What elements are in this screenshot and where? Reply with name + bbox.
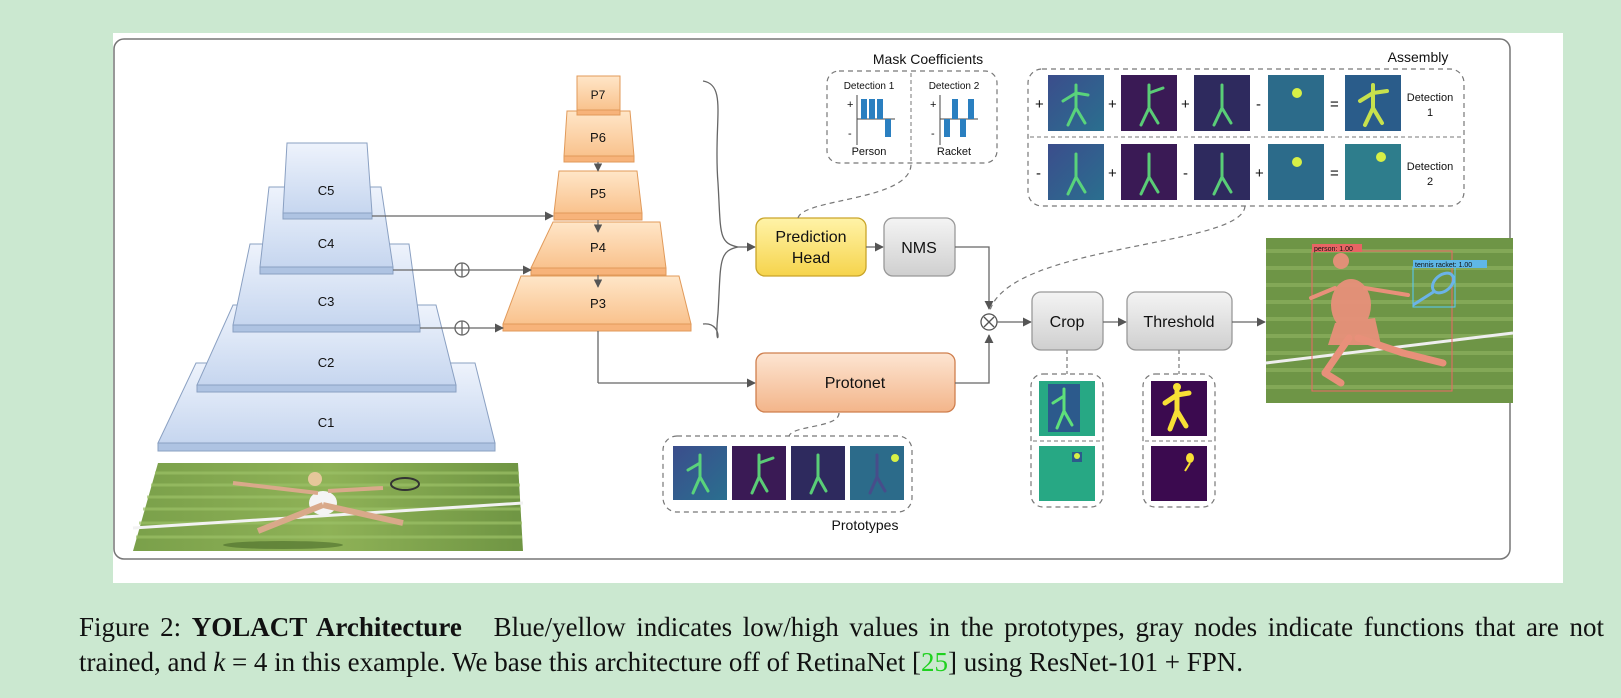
assembly-r2-sign-0: - — [1036, 165, 1041, 182]
assembly-r1-sign-0: + — [1035, 96, 1044, 113]
prototypes-connector — [788, 412, 840, 437]
protonet-label: Protonet — [825, 375, 886, 392]
fpn-p5 — [553, 170, 643, 221]
assembly-r2-sign-3: + — [1255, 165, 1264, 182]
label-p5: P5 — [590, 186, 606, 201]
label-p6: P6 — [590, 130, 606, 145]
architecture-diagram: C1 C2 C3 C4 C5 P3 P4 P5 P6 P7 — [113, 38, 1514, 560]
crop-node: Crop — [1031, 291, 1104, 351]
assembly-title: Assembly — [1388, 49, 1449, 65]
assembly-row2-tiles — [1048, 144, 1401, 200]
assembly-detection1-line2: 1 — [1427, 107, 1433, 119]
output-label-person: person: 1.00 — [1314, 246, 1353, 253]
mc-class-racket: Racket — [937, 146, 971, 158]
threshold-label: Threshold — [1143, 314, 1214, 331]
label-p7: P7 — [591, 88, 606, 102]
assembly: Assembly + + + — [1027, 49, 1465, 207]
assembly-r1-sign-4: = — [1330, 96, 1339, 113]
fpn-p3 — [502, 275, 692, 332]
caption-line2c: ] using ResNet-101 + FPN. — [948, 647, 1244, 677]
mask-coefficients: Mask Coefficients Detection 1 Detection … — [826, 51, 998, 164]
caption-citation-link[interactable]: 25 — [921, 647, 949, 677]
multiply-node — [980, 313, 998, 331]
assembly-connector — [988, 205, 1246, 315]
architecture-figure: C1 C2 C3 C4 C5 P3 P4 P5 P6 P7 — [113, 33, 1563, 583]
caption-k: k — [213, 647, 226, 677]
figure-caption: Figure 2: YOLACT Architecture Blue/yello… — [79, 610, 1604, 680]
assembly-r2-sign-4: = — [1330, 165, 1339, 182]
assembly-r2-sign-1: + — [1108, 165, 1117, 182]
mc-connector — [797, 162, 912, 219]
output-image: person: 1.00 tennis racket: 1.00 — [1265, 238, 1514, 403]
threshold-masks — [1142, 350, 1216, 508]
mc-class-person: Person — [852, 146, 887, 158]
label-c5: C5 — [318, 183, 335, 198]
assembly-r1-sign-3: - — [1256, 96, 1261, 113]
prediction-head-label-2: Head — [792, 250, 830, 267]
nms-node: NMS — [883, 217, 956, 277]
caption-line1: Blue/yellow indicates low/high values in… — [493, 612, 1465, 642]
mask-coefficients-title: Mask Coefficients — [873, 51, 983, 67]
prediction-head-label-1: Prediction — [775, 229, 846, 246]
crop-masks — [1030, 350, 1104, 508]
crop-label: Crop — [1050, 314, 1085, 331]
caption-title: YOLACT Architecture — [191, 612, 462, 642]
label-c4: C4 — [318, 236, 335, 251]
assembly-detection2-line2: 2 — [1427, 176, 1433, 188]
caption-eq: = 4 — [231, 647, 268, 677]
label-c2: C2 — [318, 355, 335, 370]
protonet-node: Protonet — [755, 352, 956, 413]
label-c3: C3 — [318, 294, 335, 309]
mc-plus-1: + — [847, 99, 853, 111]
mc-detection1-label: Detection 1 — [844, 81, 895, 92]
label-p4: P4 — [590, 240, 606, 255]
mc-detection2-label: Detection 2 — [929, 81, 980, 92]
fpn-p7 — [576, 75, 621, 116]
nms-label: NMS — [901, 240, 937, 257]
label-p3: P3 — [590, 296, 606, 311]
backbone: C1 C2 C3 C4 C5 — [157, 142, 496, 452]
backbone-c5 — [282, 142, 373, 220]
output-label-racket: tennis racket: 1.00 — [1415, 262, 1472, 269]
mc-plus-2: + — [930, 99, 936, 111]
caption-prefix: Figure 2: — [79, 612, 182, 642]
caption-line2b: in this example. We base this architectu… — [274, 647, 922, 677]
assembly-r1-sign-1: + — [1108, 96, 1117, 113]
lateral-connections — [372, 211, 554, 336]
prediction-head-node: Prediction Head — [755, 217, 867, 277]
fpn: P3 P4 P5 P6 P7 — [502, 75, 692, 332]
fpn-p6 — [563, 110, 635, 163]
assembly-r1-sign-2: + — [1181, 96, 1190, 113]
prototypes: Prototypes — [662, 435, 913, 533]
mc-minus-2: - — [931, 128, 935, 140]
assembly-detection2-line1: Detection — [1407, 161, 1453, 173]
assembly-r2-sign-2: - — [1183, 165, 1188, 182]
mc-minus-1: - — [848, 128, 852, 140]
prototypes-label: Prototypes — [832, 517, 899, 533]
assembly-detection1-line1: Detection — [1407, 92, 1453, 104]
input-image — [132, 463, 524, 551]
caption-line2a: that are not trained, and — [79, 612, 1605, 677]
threshold-node: Threshold — [1126, 291, 1233, 351]
assembly-row1-tiles — [1048, 75, 1401, 131]
label-c1: C1 — [318, 415, 335, 430]
